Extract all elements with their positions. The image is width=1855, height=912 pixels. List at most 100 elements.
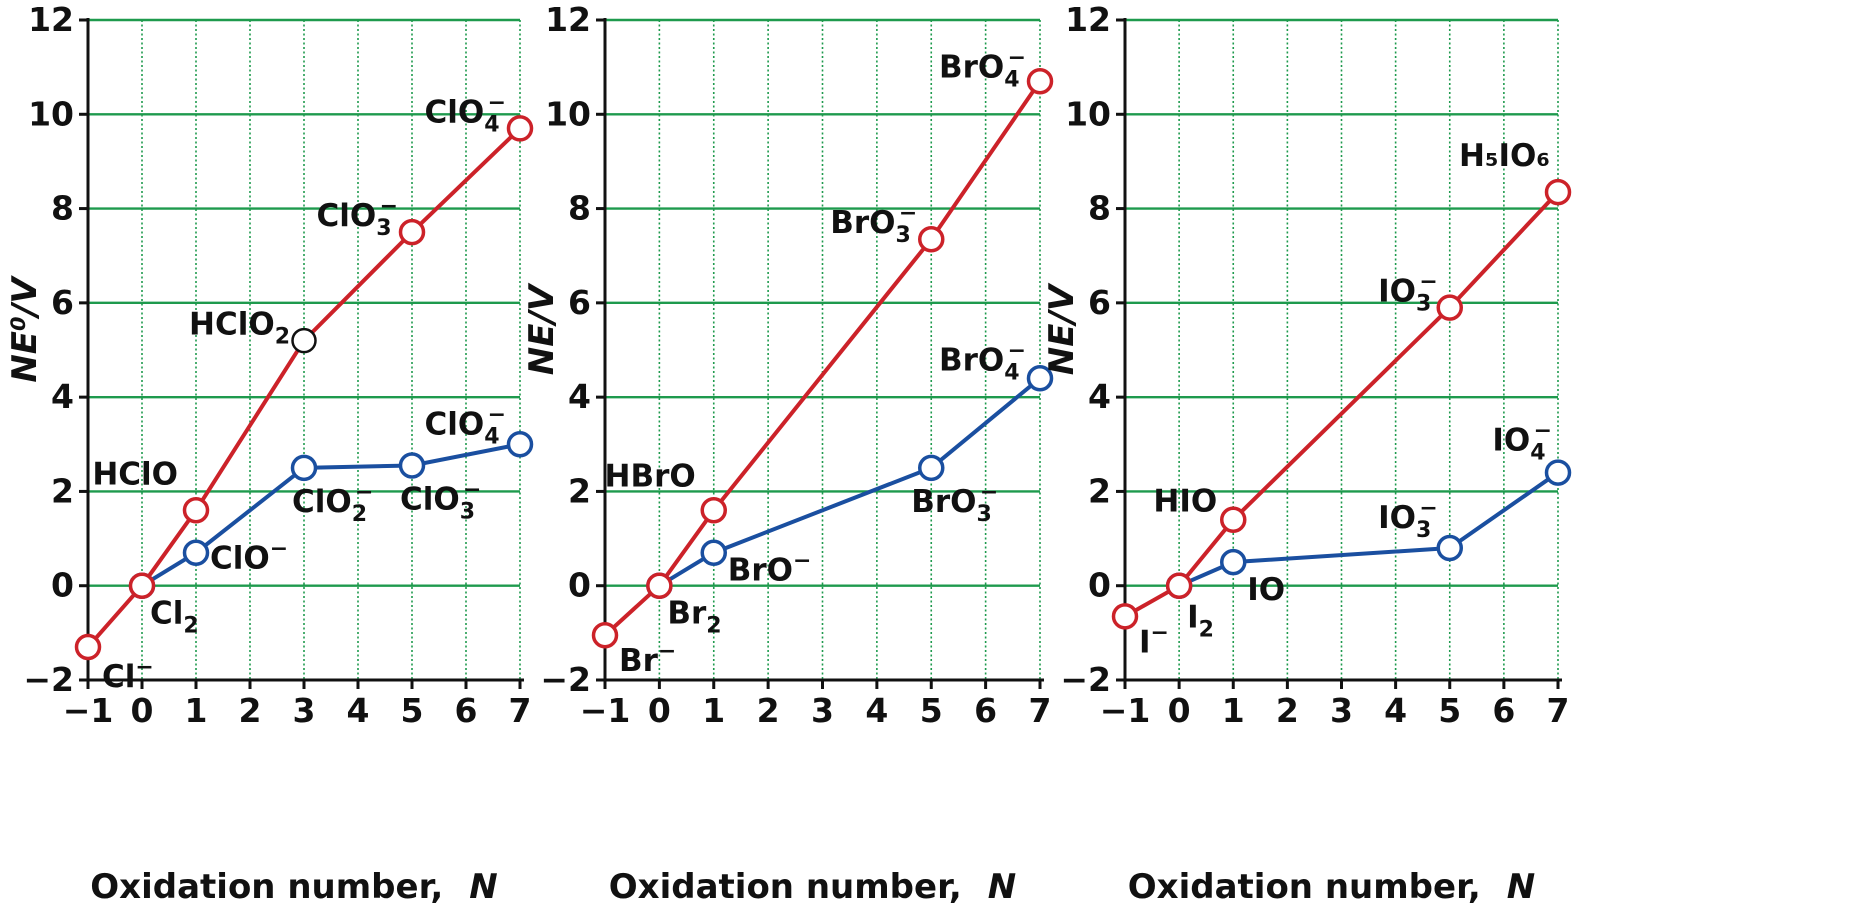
- data-point-marker: [74, 633, 102, 661]
- species-formula: IO: [1492, 423, 1530, 459]
- data-point-label: HBrO: [605, 458, 696, 494]
- x-axis-label-text: Oxidation number,: [1128, 867, 1481, 907]
- data-point-marker: [398, 452, 426, 479]
- data-point-marker: [398, 218, 426, 246]
- formula-superscript: −: [1008, 45, 1026, 70]
- x-tick-label: 3: [293, 691, 316, 730]
- y-tick-label: 0: [51, 566, 74, 605]
- y-tick-label: 10: [545, 94, 591, 133]
- species-formula: H₅IO₆: [1459, 138, 1550, 174]
- formula-subscript: 3: [896, 223, 911, 248]
- data-point-marker: [1165, 572, 1193, 599]
- data-point-label: Cl2: [150, 596, 199, 639]
- y-tick-label: 10: [28, 94, 74, 133]
- x-tick-label: 4: [865, 691, 888, 730]
- x-tick-label: 6: [974, 691, 997, 730]
- x-tick-label: 2: [757, 691, 780, 730]
- species-formula: IO: [1247, 572, 1285, 608]
- x-tick-label: 4: [347, 691, 370, 730]
- y-tick-label: 6: [51, 283, 74, 322]
- data-point-marker: [506, 115, 534, 142]
- data-point-marker: [182, 497, 210, 524]
- x-tick-label: 0: [1168, 691, 1191, 730]
- data-point-label: Br−: [619, 639, 676, 679]
- x-tick-label: 6: [1492, 691, 1515, 730]
- formula-superscript: −: [1534, 419, 1552, 444]
- data-point-marker: [918, 454, 945, 482]
- formula-subscript: 4: [484, 112, 499, 137]
- data-point-marker: [1544, 459, 1572, 486]
- formula-superscript: −: [899, 201, 917, 226]
- y-tick-label: 10: [1065, 94, 1111, 133]
- data-point-label: ClO3−: [400, 478, 481, 525]
- species-formula: I: [1139, 624, 1151, 660]
- data-point-marker: [1544, 178, 1572, 206]
- data-point-marker: [291, 327, 317, 354]
- x-tick-label: 1: [185, 691, 208, 730]
- species-formula: Br: [619, 643, 659, 679]
- x-tick-label: −1: [580, 691, 631, 730]
- x-tick-label: 7: [1029, 691, 1052, 730]
- species-formula: ClO: [317, 198, 377, 234]
- x-axis-label-text: Oxidation number,: [609, 867, 962, 907]
- formula-superscript: −: [488, 402, 506, 427]
- x-axis-label: Oxidation number, N: [1128, 867, 1535, 907]
- x-axis-symbol: N: [1507, 867, 1535, 907]
- y-tick-label: 4: [51, 377, 74, 416]
- species-formula: HBrO: [605, 458, 696, 494]
- x-tick-label: −1: [63, 691, 114, 730]
- x-tick-label: 7: [1547, 691, 1570, 730]
- formula-superscript: −: [1419, 496, 1437, 521]
- data-point-label: H₅IO₆: [1459, 138, 1550, 174]
- formula-subscript: 2: [352, 502, 367, 527]
- formula-superscript: −: [793, 549, 811, 574]
- species-formula: BrO: [939, 49, 1004, 85]
- data-point-label: Br2: [667, 596, 721, 639]
- data-point-marker: [1111, 603, 1139, 630]
- data-point-label: HClO: [92, 456, 178, 492]
- y-tick-label: 6: [1088, 283, 1111, 322]
- formula-subscript: 4: [1004, 360, 1019, 385]
- formula-superscript: −: [658, 639, 676, 664]
- formula-superscript: −: [488, 90, 506, 115]
- formula-subscript: 4: [1530, 441, 1545, 466]
- x-axis-symbol: N: [988, 867, 1016, 907]
- x-axis-label: Oxidation number, N: [90, 867, 497, 907]
- species-formula: HClO: [189, 307, 275, 343]
- formula-superscript: −: [1008, 338, 1026, 363]
- formula-superscript: −: [980, 480, 998, 505]
- data-point-label: BrO3−: [830, 201, 917, 248]
- formula-subscript: 4: [484, 424, 499, 449]
- data-point-marker: [700, 539, 727, 566]
- series-line-blue: [1178, 470, 1560, 588]
- x-tick-label: 5: [1438, 691, 1461, 730]
- formula-subscript: 3: [1416, 292, 1431, 317]
- y-tick-label: −2: [23, 660, 74, 699]
- formula-superscript: −: [270, 537, 288, 562]
- data-point-label: IO4−: [1492, 419, 1552, 466]
- species-formula: IO: [1378, 274, 1416, 310]
- y-axis-label: NE/V: [522, 282, 562, 375]
- y-tick-label: 8: [1088, 189, 1111, 228]
- y-axis-label: NE⁰/V: [5, 275, 45, 383]
- data-point-label: ClO3−: [317, 194, 398, 241]
- data-point-marker: [1026, 68, 1054, 95]
- data-point-marker: [1220, 548, 1247, 576]
- y-tick-label: 4: [568, 377, 591, 416]
- data-point-marker: [918, 225, 945, 253]
- formula-superscript: −: [355, 480, 373, 505]
- y-tick-label: −2: [1060, 660, 1111, 699]
- data-point-marker: [1436, 294, 1463, 321]
- formula-subscript: 3: [977, 502, 992, 527]
- x-tick-label: 2: [239, 691, 262, 730]
- species-formula: I: [1187, 600, 1199, 636]
- data-point-marker: [290, 454, 318, 482]
- data-point-label: IO: [1247, 572, 1285, 608]
- species-formula: ClO: [425, 406, 485, 442]
- y-tick-label: 6: [568, 283, 591, 322]
- x-tick-label: 6: [455, 691, 478, 730]
- x-tick-label: 3: [811, 691, 834, 730]
- y-tick-label: 2: [51, 471, 74, 510]
- data-point-label: BrO4−: [939, 338, 1026, 385]
